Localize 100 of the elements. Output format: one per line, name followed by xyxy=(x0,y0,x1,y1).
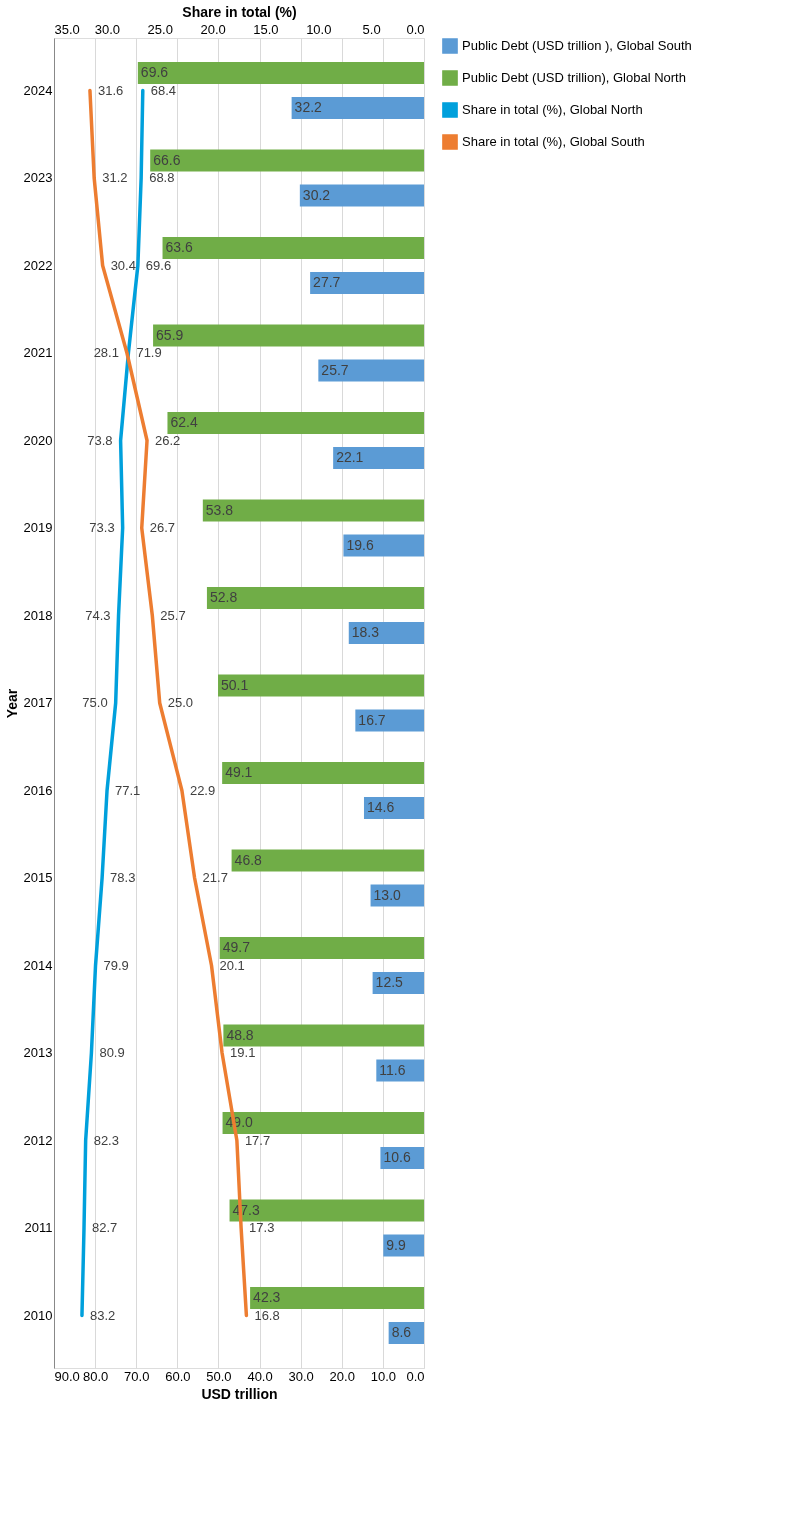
bar xyxy=(219,937,424,959)
data-label: 62.4 xyxy=(170,414,198,430)
x-tick-label: 40.0 xyxy=(247,1368,273,1384)
data-label: 10.6 xyxy=(383,1149,411,1165)
data-label: 73.3 xyxy=(89,520,115,535)
data-label: 25.7 xyxy=(321,361,349,378)
y-tick-label: 2013 xyxy=(23,1045,53,1060)
data-label: 22.1 xyxy=(336,449,364,465)
bar xyxy=(167,412,424,434)
data-label: 48.8 xyxy=(226,1026,254,1043)
data-label: 25.0 xyxy=(167,695,194,710)
data-label: 74.3 xyxy=(85,607,111,623)
data-label: 13.0 xyxy=(373,886,402,903)
bar xyxy=(137,62,424,84)
bar xyxy=(162,237,424,259)
x-tick-label: 30.0 xyxy=(288,1368,314,1384)
x-axis-title: USD trillion xyxy=(201,1385,278,1402)
y-tick-label: 2016 xyxy=(23,782,53,798)
data-label: 63.6 xyxy=(165,239,193,255)
y-tick-label: 2019 xyxy=(23,520,53,535)
y-tick-label: 2015 xyxy=(23,870,53,885)
data-label: 52.8 xyxy=(209,589,238,605)
data-label: 65.9 xyxy=(156,326,184,343)
data-label: 18.3 xyxy=(351,624,380,640)
legend-label: Share in total (%), Global North xyxy=(462,102,643,117)
data-label: 49.1 xyxy=(225,764,253,780)
data-label: 46.8 xyxy=(234,851,263,868)
x2-tick-label: 15.0 xyxy=(253,21,279,37)
x2-tick-label: 25.0 xyxy=(147,21,173,37)
data-label: 49.7 xyxy=(222,939,251,955)
bar xyxy=(291,97,424,119)
y-tick-label: 2023 xyxy=(23,170,53,185)
data-label: 14.6 xyxy=(366,799,395,815)
y-tick-label: 2010 xyxy=(23,1307,53,1323)
data-label: 31.2 xyxy=(102,170,128,185)
data-label: 9.9 xyxy=(386,1236,406,1253)
bar xyxy=(222,1112,424,1134)
y-axis-title: Year xyxy=(3,688,20,719)
bar xyxy=(333,447,424,469)
bar xyxy=(153,324,424,347)
bar xyxy=(250,1287,424,1309)
data-label: 19.6 xyxy=(346,536,374,553)
data-label: 12.5 xyxy=(375,974,404,990)
x-tick-label: 60.0 xyxy=(165,1368,191,1384)
data-label: 26.7 xyxy=(149,520,176,535)
bar xyxy=(348,622,424,644)
x-tick-label: 10.0 xyxy=(370,1368,397,1384)
data-label: 30.2 xyxy=(302,186,331,203)
data-label: 27.7 xyxy=(313,274,341,290)
data-label: 71.9 xyxy=(136,345,162,360)
data-label: 26.2 xyxy=(155,432,181,448)
data-label: 21.7 xyxy=(202,870,228,885)
x2-tick-label: 10.0 xyxy=(306,21,332,37)
x2-tick-label: 35.0 xyxy=(54,21,80,37)
data-label: 20.1 xyxy=(219,957,245,973)
data-label: 78.3 xyxy=(110,870,136,885)
legend-label: Public Debt (USD trillion), Global North xyxy=(462,70,686,85)
bar xyxy=(218,674,424,697)
legend-label: Share in total (%), Global South xyxy=(462,134,645,149)
data-label: 68.4 xyxy=(150,82,177,98)
bar xyxy=(318,359,424,382)
bar xyxy=(229,1199,424,1222)
data-label: 50.1 xyxy=(221,676,249,693)
y-tick-label: 2020 xyxy=(23,432,53,448)
data-label: 8.6 xyxy=(391,1324,412,1340)
data-label: 31.6 xyxy=(97,82,124,98)
bar xyxy=(363,797,424,819)
bar xyxy=(355,709,424,732)
bar xyxy=(343,534,424,557)
y-tick-label: 2017 xyxy=(23,695,53,710)
y-tick-label: 2024 xyxy=(23,82,53,98)
bar xyxy=(310,272,424,294)
data-label: 17.7 xyxy=(244,1132,271,1148)
x-tick-label: 90.0 xyxy=(54,1368,80,1384)
data-label: 83.2 xyxy=(89,1307,116,1323)
x2-tick-label: 5.0 xyxy=(362,21,381,37)
data-label: 69.6 xyxy=(145,257,172,273)
bar xyxy=(231,849,424,872)
data-label: 16.8 xyxy=(254,1307,280,1323)
bar xyxy=(150,149,424,172)
data-label: 22.9 xyxy=(189,782,216,798)
data-label: 11.6 xyxy=(379,1061,406,1078)
x2-axis-title: Share in total (%) xyxy=(182,3,297,20)
data-label: 28.1 xyxy=(93,345,119,360)
data-label: 32.2 xyxy=(294,99,323,115)
x2-tick-label: 0.0 xyxy=(406,21,425,37)
x-tick-label: 20.0 xyxy=(329,1368,355,1384)
bar xyxy=(299,184,424,207)
data-label: 77.1 xyxy=(115,782,141,798)
y-tick-label: 2014 xyxy=(23,957,53,973)
x2-tick-label: 30.0 xyxy=(94,21,121,37)
bar xyxy=(202,499,424,522)
x-tick-label: 50.0 xyxy=(206,1368,232,1384)
data-label: 25.7 xyxy=(160,607,186,623)
x-tick-label: 0.0 xyxy=(406,1368,425,1384)
data-label: 82.3 xyxy=(93,1132,119,1148)
x2-tick-label: 20.0 xyxy=(200,21,226,37)
data-label: 17.3 xyxy=(249,1220,275,1235)
data-label: 73.8 xyxy=(87,432,113,448)
y-tick-label: 2011 xyxy=(24,1220,53,1235)
